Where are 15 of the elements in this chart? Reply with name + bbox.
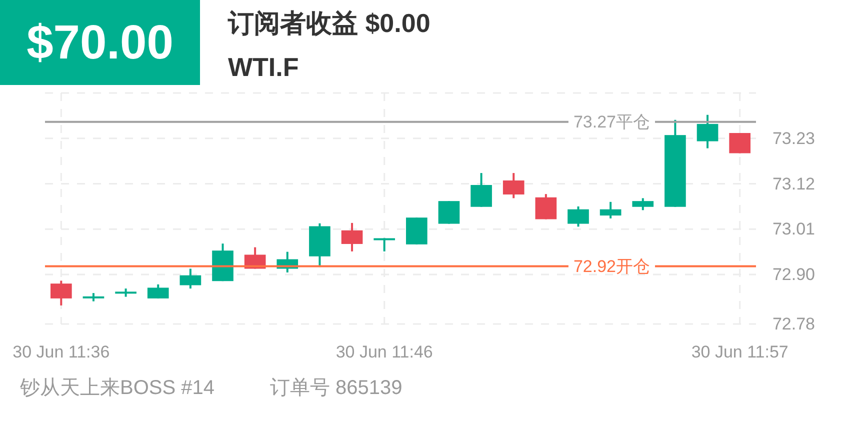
y-tick-label: 73.01	[772, 220, 815, 239]
text: WTI.F	[228, 52, 299, 82]
y-tick-label: 73.12	[772, 174, 815, 194]
x-tick-label: 30 Jun 11:36	[12, 342, 110, 362]
text: 钞从天上来BOSS #14	[19, 377, 215, 399]
chart-title: $70.00	[26, 16, 174, 70]
ref-line-label: 72.92开仓	[573, 256, 650, 276]
x-tick-label: 30 Jun 11:57	[691, 342, 788, 362]
y-tick-label: 72.78	[772, 314, 815, 334]
ref-line-label: 73.27平仓	[573, 112, 650, 132]
x-tick-label: 30 Jun 11:46	[336, 342, 433, 362]
y-tick-label: 72.90	[772, 265, 815, 284]
y-tick-label: 73.23	[772, 128, 815, 148]
chart-subtitle: 订阅者收益 $0.00	[227, 8, 430, 38]
text: 订单号 865139	[270, 377, 402, 399]
